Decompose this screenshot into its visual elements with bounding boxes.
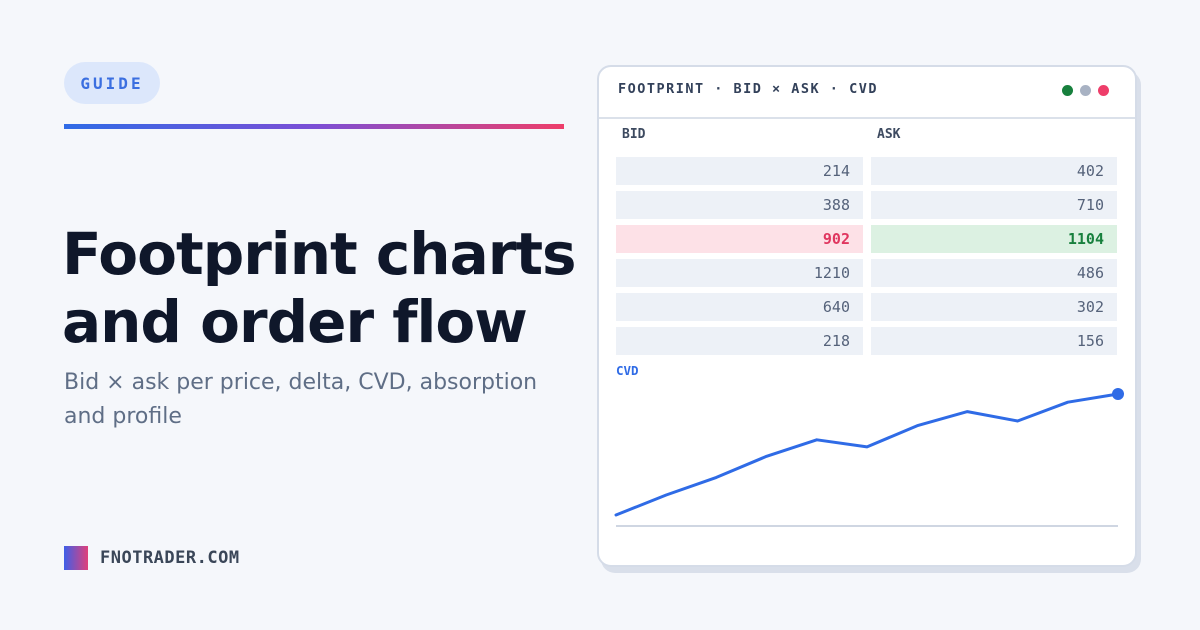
cvd-chart-label: CVD [616,363,639,378]
bid-cell: 640 [616,293,863,321]
guide-badge: GUIDE [64,62,160,104]
title-line-1: Footprint charts [62,220,577,288]
cvd-chart [614,388,1124,527]
bid-cell: 218 [616,327,863,355]
accent-gradient-rule [64,124,564,129]
ask-cell: 710 [871,191,1117,219]
title-line-2: and order flow [62,288,528,356]
table-row: 1210 486 [616,259,1118,287]
window-controls [1062,85,1109,96]
bid-cell: 214 [616,157,863,185]
footprint-panel: FOOTPRINT · BID × ASK · CVD BID ASK 214 … [597,65,1137,567]
table-row: 388 710 [616,191,1118,219]
brand-name: FNOTRADER.COM [100,548,240,568]
bid-cell: 1210 [616,259,863,287]
bid-column-header: BID [622,127,646,142]
panel-header: FOOTPRINT · BID × ASK · CVD [599,67,1135,119]
ask-column-header: ASK [877,127,901,142]
green-dot-icon [1062,85,1073,96]
pink-dot-icon [1098,85,1109,96]
panel-title: FOOTPRINT · BID × ASK · CVD [618,81,878,97]
gray-dot-icon [1080,85,1091,96]
page-subtitle: Bid × ask per price, delta, CVD, absorpt… [64,370,538,429]
table-row: 640 302 [616,293,1118,321]
cvd-last-point [1112,388,1124,400]
footprint-table: 214 402 388 710 902 1104 1210 486 640 30… [616,157,1118,361]
ask-cell: 302 [871,293,1117,321]
bid-cell: 388 [616,191,863,219]
ask-cell: 486 [871,259,1117,287]
ask-cell-highlighted: 1104 [871,225,1117,253]
bid-cell-highlighted: 902 [616,225,863,253]
page-title: Footprint charts and order flow [62,220,577,356]
brand[interactable]: FNOTRADER.COM [64,546,240,570]
cvd-series-line [614,392,1120,517]
table-row-highlighted: 902 1104 [616,225,1118,253]
brand-logo-icon [64,546,88,570]
ask-cell: 156 [871,327,1117,355]
ask-cell: 402 [871,157,1117,185]
table-row: 214 402 [616,157,1118,185]
table-row: 218 156 [616,327,1118,355]
